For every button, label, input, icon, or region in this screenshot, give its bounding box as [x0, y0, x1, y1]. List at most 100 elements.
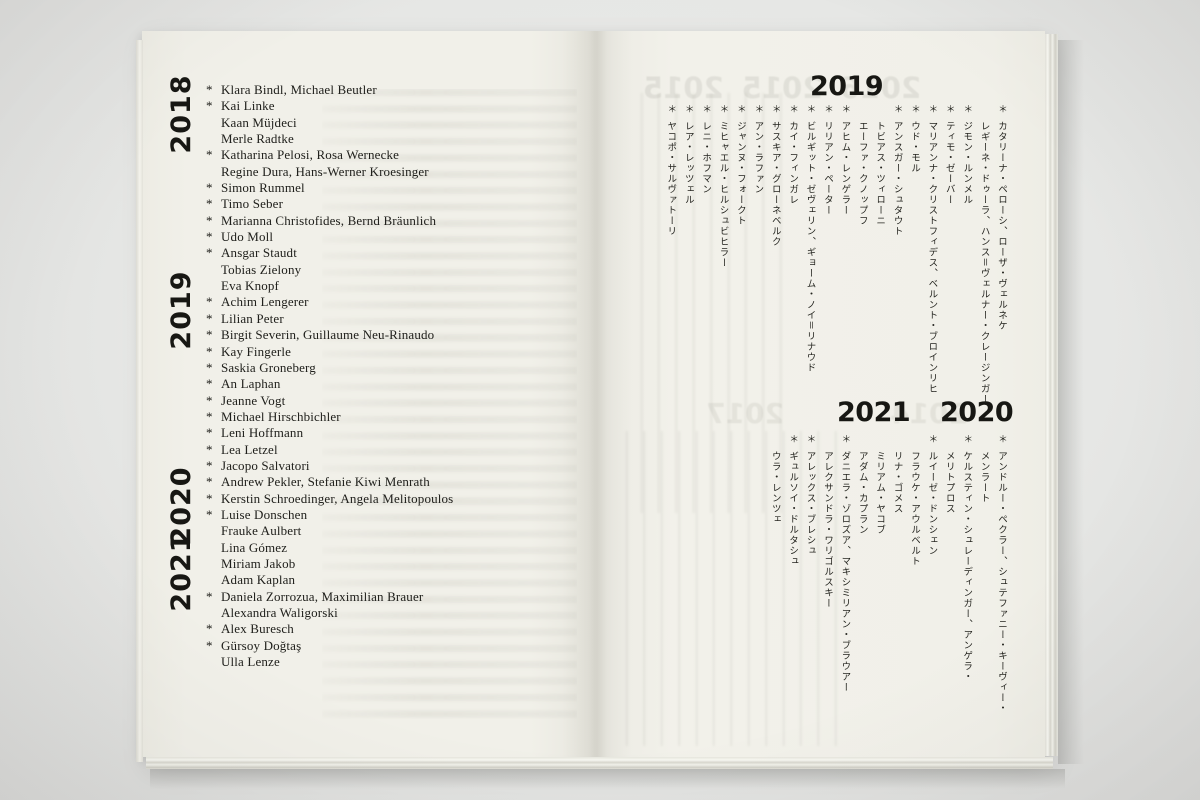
star-marker: ＊: [996, 104, 1007, 115]
year-header-2021: 2021: [837, 397, 911, 428]
star-marker: *: [206, 506, 213, 522]
artist-name: Tobias Zielony: [221, 261, 302, 277]
star-marker: ＊: [839, 104, 851, 115]
list-item: * Marianna Christofides, Bernd Bräunlich: [206, 213, 453, 229]
year-header-2019: 2019: [810, 71, 884, 102]
star-marker: *: [206, 294, 213, 310]
list-item: * Gürsoy Doğtaş: [206, 638, 453, 654]
artist-name-japanese: ＊ルイーゼ・ドンシェン: [923, 434, 940, 754]
artist-name: Achim Lengerer: [221, 294, 309, 310]
star-marker: ＊: [961, 104, 973, 115]
artist-name-japanese: ＊アンスガー・シュタウト: [888, 104, 905, 544]
artist-name-japanese: レギーネ・ドゥーラ、ハンス＝ヴェルナー・クレージンガー: [978, 121, 990, 405]
star-marker: *: [206, 82, 213, 97]
star-marker: ＊: [682, 104, 694, 115]
artist-name-japanese: ＊レニ・ホフマン: [697, 104, 714, 544]
artist-name: Kay Fingerle: [221, 343, 292, 359]
list-item: * Luise Donschen: [206, 507, 453, 523]
star-marker: *: [206, 245, 213, 261]
artist-name-japanese: ＊ジモン・ルンメル: [958, 104, 975, 544]
list-item: Ulla Lenze: [206, 654, 453, 670]
right-page: 201620152015 2017 2014 2019 2021 2020 ＊カ…: [594, 31, 1045, 757]
artist-name: Alexandra Waligorski: [221, 605, 338, 620]
list-item: * Daniela Zorrozua, Maximilian Brauer: [206, 589, 453, 605]
artist-name-japanese: ＊ティモ・ゼーバー: [940, 104, 957, 544]
star-marker: *: [206, 637, 213, 653]
artist-name: Kerstin Schroedinger, Angela Melitopoulo…: [221, 490, 454, 506]
star-marker: *: [206, 229, 213, 245]
list-item: * Birgit Severin, Guillaume Neu-Rinaudo: [206, 327, 453, 343]
artist-name-japanese: ＊ギュルソイ・ドルタシュ: [784, 434, 801, 754]
artist-name: Ulla Lenze: [221, 654, 280, 670]
artist-name-japanese: メリトプロス: [943, 451, 955, 514]
artist-name: Andrew Pekler, Stefanie Kiwi Menrath: [221, 474, 430, 490]
star-marker: ＊: [908, 104, 920, 115]
artist-name: Eva Knopf: [221, 278, 280, 294]
year-label-2018: 2018: [166, 74, 197, 154]
list-item: Lina Gómez: [206, 540, 453, 556]
artist-name: Frauke Aulbert: [221, 523, 302, 539]
list-item: * Jacopo Salvatori: [206, 458, 453, 474]
left-page: * Klara Bindl, Michael Beutler * Kai Linke K…: [142, 31, 594, 757]
list-item: * An Laphan: [206, 376, 453, 392]
artist-name-japanese: ＊ダニエラ・ゾロズア、マキシミリアン・ブラウアー: [836, 434, 853, 754]
star-marker: ＊: [787, 104, 799, 115]
list-item: * Timo Seber: [206, 196, 453, 212]
star-marker: ＊: [752, 104, 764, 115]
artist-name-japanese: ＊ミヒャエル・ヒルシュビヒラー: [714, 104, 731, 544]
star-marker: *: [206, 327, 213, 343]
artist-name: Ansgar Staudt: [221, 245, 297, 261]
star-marker: *: [206, 359, 213, 375]
list-item: Eva Knopf: [206, 278, 453, 294]
artist-name: Klara Bindl, Michael Beutler: [221, 82, 377, 97]
artist-name: Jeanne Vogt: [221, 392, 286, 408]
star-marker: *: [206, 425, 213, 441]
artist-name: Lea Letzel: [221, 441, 278, 457]
star-marker: *: [206, 441, 213, 457]
artist-list-latin: * Klara Bindl, Michael Beutler * Kai Linke K…: [206, 82, 453, 670]
artist-name: Jacopo Salvatori: [221, 457, 310, 473]
star-marker: ＊: [891, 104, 903, 115]
star-marker: ＊: [943, 104, 955, 115]
artist-name-japanese: ミリアム・ヤコブ: [874, 451, 886, 535]
artist-name-japanese: ＊アレックス・ブレシュ: [801, 434, 818, 754]
page-block-edge-bottom: [146, 757, 1053, 769]
list-item: * Kerstin Schroedinger, Angela Melitopoul…: [206, 491, 453, 507]
artist-name-japanese: ＊ケルスティン・シュレーディンガー、アンゲラ・: [958, 434, 975, 754]
artist-name-japanese: ＊リリアン・ペーター: [819, 104, 836, 544]
star-marker: ＊: [821, 104, 833, 115]
artist-name-japanese: リナ・ゴメス: [891, 451, 903, 514]
artist-name-japanese: ＊レア・レッツェル: [679, 104, 696, 544]
artist-name: Luise Donschen: [221, 506, 308, 522]
list-item: * Lilian Peter: [206, 311, 453, 327]
artist-name-japanese: メンラート: [978, 451, 990, 504]
artist-name-japanese: ＊ジャンヌ・フォークト: [732, 104, 749, 544]
list-item: Frauke Aulbert: [206, 523, 453, 539]
artist-name: Adam Kaplan: [221, 572, 296, 588]
star-marker: *: [206, 392, 213, 408]
star-marker: *: [206, 98, 213, 114]
page-block-edge-left: [136, 40, 143, 762]
artist-name: Regine Dura, Hans-Werner Kroesinger: [221, 163, 429, 179]
artist-name-japanese: フラウケ・アウルベルト: [908, 451, 920, 567]
artist-name: Gürsoy Doğtaş: [221, 637, 302, 653]
artist-name-japanese: ＊アヒム・レンゲラー: [836, 104, 853, 544]
list-item: * Kai Linke: [206, 98, 453, 114]
artist-name: Michael Hirschbichler: [221, 408, 341, 424]
artist-name: Marianna Christofides, Bernd Bräunlich: [221, 212, 437, 228]
star-marker: ＊: [839, 434, 851, 445]
book-shadow-bottom: [150, 769, 1065, 789]
star-marker: ＊: [926, 434, 938, 445]
star-marker: *: [206, 376, 213, 392]
showthrough-year-numerals: 201620152015: [643, 71, 922, 105]
list-item: * Kay Fingerle: [206, 344, 453, 360]
star-marker: *: [206, 310, 213, 326]
book-shadow-right: [1058, 40, 1084, 764]
artist-name: An Laphan: [221, 376, 281, 392]
star-marker: *: [206, 343, 213, 359]
list-item: * Alex Buresch: [206, 621, 453, 637]
artist-name-japanese: ＊アンドルー・ペクラー、シュテファニー・キーヴィー・: [993, 434, 1010, 754]
star-marker: *: [206, 180, 213, 196]
artist-name: Saskia Groneberg: [221, 359, 316, 375]
artist-name-japanese: ＊ヤコポ・サルヴァトーリ: [662, 104, 679, 544]
